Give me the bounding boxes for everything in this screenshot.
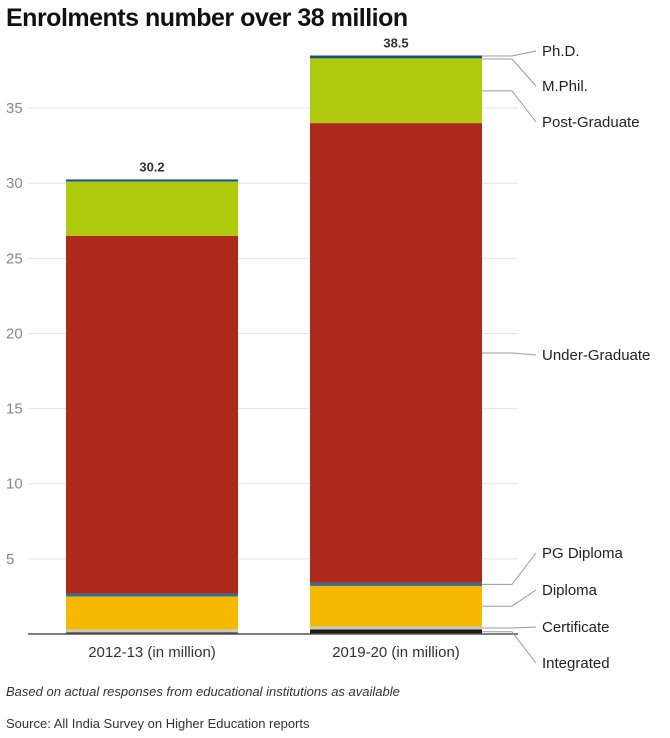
legend-label: M.Phil.	[542, 78, 588, 95]
bar-segment	[66, 181, 238, 236]
legend-label: Post-Graduate	[542, 114, 640, 131]
bar-segment	[66, 632, 238, 634]
legend-leader-line	[482, 552, 537, 585]
bar-segment	[66, 179, 238, 182]
bar-segment	[310, 582, 482, 586]
legend-leader-line	[482, 589, 537, 607]
bar-segment	[310, 123, 482, 583]
legend-leader-line	[482, 631, 537, 664]
legend-leader-line	[482, 352, 537, 356]
bar-segment	[310, 55, 482, 59]
x-tick-label: 2019-20 (in million)	[332, 644, 460, 661]
legend-label: Under-Graduate	[542, 347, 650, 364]
bar-total-label: 30.2	[139, 159, 164, 174]
bar-segment	[66, 235, 238, 594]
legend-label: Certificate	[542, 619, 610, 636]
legend-callouts: Ph.D. M.Phil. Post-Graduate Under-Graduate P…	[482, 43, 650, 672]
y-tick-label: 15	[6, 401, 23, 418]
chart-source: Source: All India Survey on Higher Educa…	[6, 716, 310, 731]
y-tick-label: 20	[6, 325, 23, 342]
legend-label: Integrated	[542, 655, 610, 672]
bar-segment	[310, 629, 482, 634]
y-tick-label: 35	[6, 100, 23, 117]
chart-note: Based on actual responses from education…	[6, 684, 400, 699]
stacked-bar-chart: 5 10 15 20 25 30 35 30.2 38.5 2012-13 (in milli…	[6, 36, 650, 672]
y-axis-ticks: 5 10 15 20 25 30 35	[6, 100, 23, 568]
bar-segment	[310, 58, 482, 124]
legend-leader-line	[482, 626, 537, 629]
bar-total-labels: 30.2 38.5	[139, 36, 408, 175]
bar-segment	[66, 596, 238, 630]
bar-segment	[66, 629, 238, 633]
bar-segment	[310, 626, 482, 630]
y-tick-label: 30	[6, 175, 23, 192]
bars	[66, 55, 482, 634]
legend-leader-line	[482, 90, 537, 123]
legend-label: PG Diploma	[542, 545, 624, 562]
legend-label: Diploma	[542, 582, 598, 599]
y-tick-label: 5	[6, 551, 14, 568]
x-tick-label: 2012-13 (in million)	[88, 644, 216, 661]
bar-segment	[310, 585, 482, 627]
legend-label: Ph.D.	[542, 43, 580, 60]
legend-leader-line	[482, 50, 537, 57]
bar-segment	[66, 593, 238, 597]
y-tick-label: 10	[6, 476, 23, 493]
bar-total-label: 38.5	[383, 36, 408, 51]
x-axis-labels: 2012-13 (in million) 2019-20 (in million)	[88, 644, 460, 661]
chart-title: Enrolments number over 38 million	[6, 4, 408, 32]
legend-leader-line	[482, 58, 537, 87]
y-tick-label: 25	[6, 250, 23, 267]
